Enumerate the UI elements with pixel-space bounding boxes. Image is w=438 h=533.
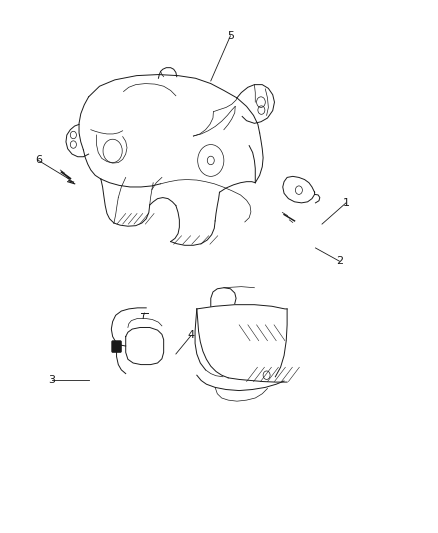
Text: 4: 4: [187, 330, 194, 341]
Text: 1: 1: [342, 198, 349, 208]
Text: 2: 2: [335, 256, 342, 266]
FancyBboxPatch shape: [112, 341, 121, 352]
Text: 6: 6: [35, 156, 42, 165]
Text: 5: 5: [226, 31, 233, 41]
Text: 3: 3: [48, 375, 55, 385]
